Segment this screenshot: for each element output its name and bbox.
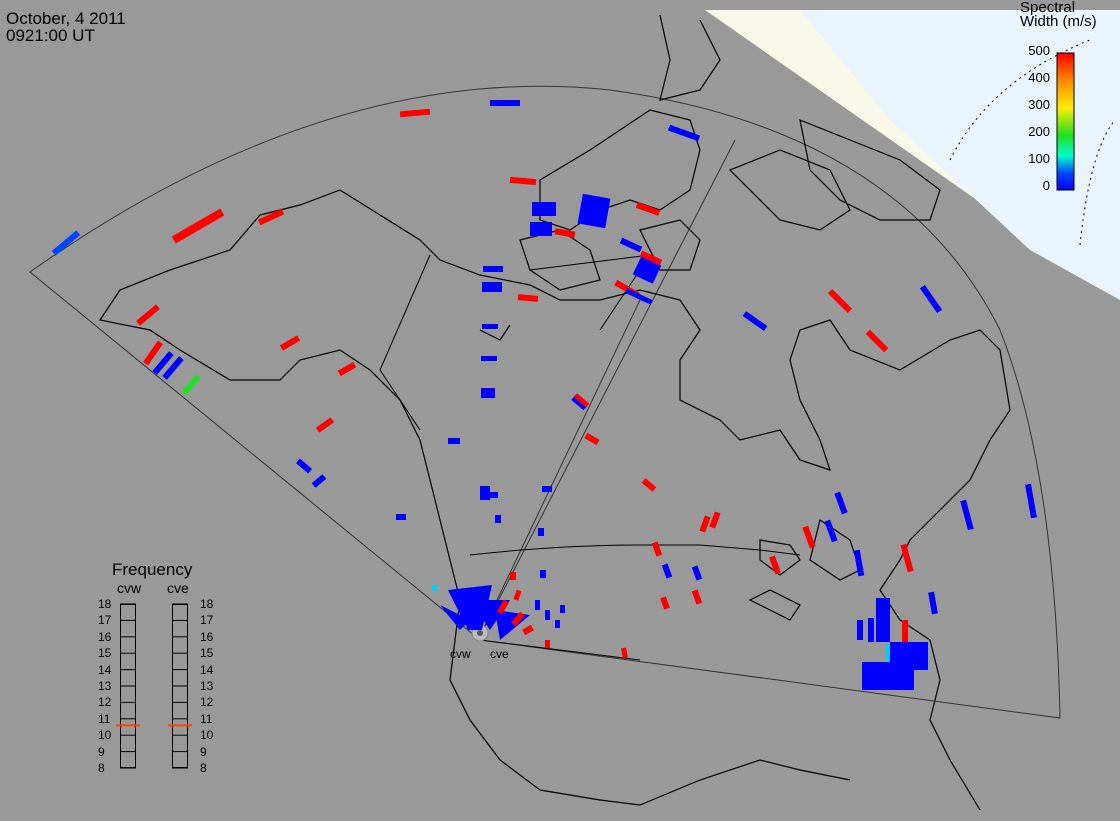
frequency-tick-cvw: 13 [98, 679, 112, 693]
frequency-tick-cve: 18 [200, 597, 214, 611]
frequency-scale [116, 603, 192, 769]
colorbar [1056, 52, 1075, 191]
near-range-echoes [432, 570, 565, 648]
frequency-tick-cve: 14 [200, 662, 214, 677]
colorbar-unit: Width (m/s) [1020, 13, 1097, 30]
frequency-tick-cve: 12 [200, 695, 214, 710]
frequency-tick-cve: 13 [200, 679, 214, 693]
frequency-tick-cvw: 9 [98, 744, 105, 759]
frequency-tick-cve: 17 [200, 613, 214, 628]
colorbar-tick: 300 [1028, 97, 1050, 112]
frequency-cvw-label: cvw [117, 580, 142, 596]
frequency-tick-cve: 9 [200, 744, 207, 759]
frequency-tick-cvw: 16 [98, 629, 112, 644]
colorbar-tick: 500 [1028, 43, 1050, 58]
radar-site-center [477, 630, 483, 636]
frequency-tick-cve: 8 [200, 761, 207, 775]
frequency-tick-cvw: 17 [98, 613, 112, 628]
colorbar-tick: 200 [1028, 124, 1050, 139]
borders [379, 254, 801, 661]
site-label-cvw: cvw [450, 647, 471, 661]
scatter-echoes [51, 100, 1037, 690]
frequency-tick-cve: 10 [200, 728, 214, 743]
terminator-dotted-line [949, 39, 1091, 161]
frequency-tick-cvw: 8 [98, 761, 105, 775]
beam-boundary-2 [477, 299, 641, 641]
frequency-tick-cvw: 18 [98, 597, 112, 611]
colorbar-tick: 0 [1042, 178, 1050, 193]
frequency-tick-cve: 11 [200, 711, 213, 726]
colorbar-title: Spectral [1020, 0, 1076, 16]
frequency-tick-cve: 16 [200, 629, 214, 644]
frequency-cve-label: cve [167, 580, 189, 596]
frequency-tick-cve: 15 [200, 646, 214, 661]
site-label-cve: cve [490, 647, 509, 661]
colorbar-tick: 100 [1028, 151, 1050, 166]
polar-region [800, 10, 1120, 300]
field-of-view-outline [29, 85, 1061, 719]
frequency-tick-cvw: 11 [98, 711, 111, 726]
frequency-tick-cvw: 12 [98, 695, 112, 710]
frequency-tick-cvw: 15 [98, 646, 112, 661]
beam-boundary-1 [477, 139, 736, 641]
frequency-title: Frequency [112, 560, 193, 579]
date-label: October, 4 2011 [6, 9, 126, 28]
time-label: 0921:00 UT [6, 26, 95, 45]
terminator-dotted-line-2 [1079, 119, 1116, 246]
frequency-tick-cvw: 14 [98, 662, 112, 677]
frequency-tick-cvw: 10 [98, 728, 112, 743]
colorbar-tick: 400 [1028, 70, 1050, 85]
